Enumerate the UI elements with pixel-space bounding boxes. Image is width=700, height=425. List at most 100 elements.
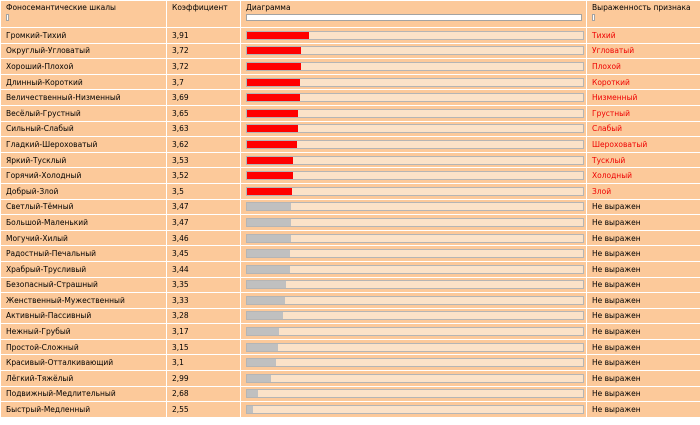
diagram-track: [246, 93, 584, 103]
diagram-cell: [240, 245, 587, 262]
table-row: Весёлый-Грустный 3,65 Грустный: [0, 104, 700, 122]
expression-value: Не выражен: [586, 354, 700, 372]
diagram-bar: [247, 47, 302, 55]
diagram-track: [246, 249, 584, 259]
scale-name: Подвижный-Медлительный: [0, 385, 167, 403]
diagram-track: [246, 233, 584, 243]
expression-value: Не выражен: [586, 338, 700, 356]
header-expr-filter[interactable]: [592, 14, 595, 21]
diagram-track: [246, 373, 584, 383]
scale-name: Нежный-Грубый: [0, 323, 167, 340]
diagram-cell: [240, 292, 587, 309]
diagram-cell: [240, 354, 587, 372]
diagram-track: [246, 280, 584, 290]
expression-value: Не выражен: [586, 276, 700, 294]
diagram-cell: [240, 370, 587, 387]
diagram-cell: [240, 401, 587, 418]
coefficient-value: 2,99: [166, 370, 241, 387]
scale-name: Весёлый-Грустный: [0, 104, 167, 122]
header-expr[interactable]: Выраженность признака: [586, 0, 700, 28]
coefficient-value: 3,35: [166, 276, 241, 294]
diagram-bar: [247, 62, 302, 70]
coefficient-value: 3,72: [166, 58, 241, 75]
coefficient-value: 2,68: [166, 385, 241, 403]
scale-name: Лёгкий-Тяжёлый: [0, 370, 167, 387]
diagram-bar: [247, 359, 276, 367]
diagram-cell: [240, 229, 587, 247]
table-row: Величественный-Низменный 3,69 Низменный: [0, 89, 700, 106]
diagram-cell: [240, 73, 587, 91]
diagram-cell: [240, 167, 587, 184]
coefficient-value: 3,15: [166, 338, 241, 356]
header-scale[interactable]: Фоносемантические шкалы: [0, 0, 167, 28]
scale-name: Гладкий-Шероховатый: [0, 136, 167, 153]
diagram-track: [246, 342, 584, 352]
diagram-bar: [247, 125, 298, 133]
expression-value: Не выражен: [586, 401, 700, 418]
diagram-bar: [247, 374, 272, 382]
expression-value: Злой: [586, 182, 700, 200]
diagram-cell: [240, 323, 587, 340]
header-coef[interactable]: Коэффициент: [166, 0, 241, 28]
diagram-bar: [247, 172, 293, 180]
diagram-bar: [247, 156, 294, 164]
expression-value: Не выражен: [586, 229, 700, 247]
header-chart[interactable]: Диаграмма: [240, 0, 587, 28]
scale-name: Величественный-Низменный: [0, 89, 167, 106]
coefficient-value: 3,47: [166, 198, 241, 216]
coefficient-value: 3,69: [166, 89, 241, 106]
table-row: Простой-Сложный 3,15 Не выражен: [0, 338, 700, 356]
diagram-cell: [240, 260, 587, 278]
scale-name: Сильный-Слабый: [0, 120, 167, 138]
header-scale-label: Фоносемантические шкалы: [6, 3, 116, 12]
diagram-track: [246, 124, 584, 134]
diagram-bar: [247, 343, 278, 351]
header-chart-scale-bar: [246, 14, 582, 21]
scale-name: Быстрый-Медленный: [0, 401, 167, 418]
expression-value: Не выражен: [586, 370, 700, 387]
diagram-track: [246, 295, 584, 305]
expression-value: Тихий: [586, 27, 700, 44]
scale-name: Длинный-Короткий: [0, 73, 167, 91]
diagram-track: [246, 30, 584, 40]
table-row: Могучий-Хилый 3,46 Не выражен: [0, 229, 700, 247]
diagram-bar: [247, 390, 259, 398]
diagram-bar: [247, 78, 301, 86]
table-row: Безопасный-Страшный 3,35 Не выражен: [0, 276, 700, 294]
diagram-cell: [240, 58, 587, 75]
diagram-bar: [247, 31, 309, 39]
diagram-cell: [240, 104, 587, 122]
coefficient-value: 3,65: [166, 104, 241, 122]
diagram-cell: [240, 42, 587, 60]
diagram-track: [246, 264, 584, 274]
scale-name: Большой-Маленький: [0, 214, 167, 231]
header-expr-label: Выраженность признака: [592, 3, 691, 12]
diagram-bar: [247, 250, 291, 258]
table-row: Радостный-Печальный 3,45 Не выражен: [0, 245, 700, 262]
scale-name: Хороший-Плохой: [0, 58, 167, 75]
diagram-cell: [240, 307, 587, 325]
table-row: Женственный-Мужественный 3,33 Не выражен: [0, 292, 700, 309]
coefficient-value: 3,17: [166, 323, 241, 340]
coefficient-value: 2,55: [166, 401, 241, 418]
expression-value: Не выражен: [586, 214, 700, 231]
diagram-track: [246, 171, 584, 181]
scale-name: Простой-Сложный: [0, 338, 167, 356]
diagram-track: [246, 155, 584, 165]
table-row: Длинный-Короткий 3,7 Короткий: [0, 73, 700, 91]
expression-value: Слабый: [586, 120, 700, 138]
diagram-cell: [240, 198, 587, 216]
expression-value: Не выражен: [586, 292, 700, 309]
diagram-cell: [240, 136, 587, 153]
expression-value: Шероховатый: [586, 136, 700, 153]
coefficient-value: 3,91: [166, 27, 241, 44]
header-scale-filter[interactable]: [6, 14, 9, 21]
expression-value: Низменный: [586, 89, 700, 106]
table-row: Активный-Пассивный 3,28 Не выражен: [0, 307, 700, 325]
expression-value: Короткий: [586, 73, 700, 91]
scale-name: Храбрый-Трусливый: [0, 260, 167, 278]
coefficient-value: 3,1: [166, 354, 241, 372]
expression-value: Плохой: [586, 58, 700, 75]
coefficient-value: 3,63: [166, 120, 241, 138]
diagram-bar: [247, 328, 279, 336]
